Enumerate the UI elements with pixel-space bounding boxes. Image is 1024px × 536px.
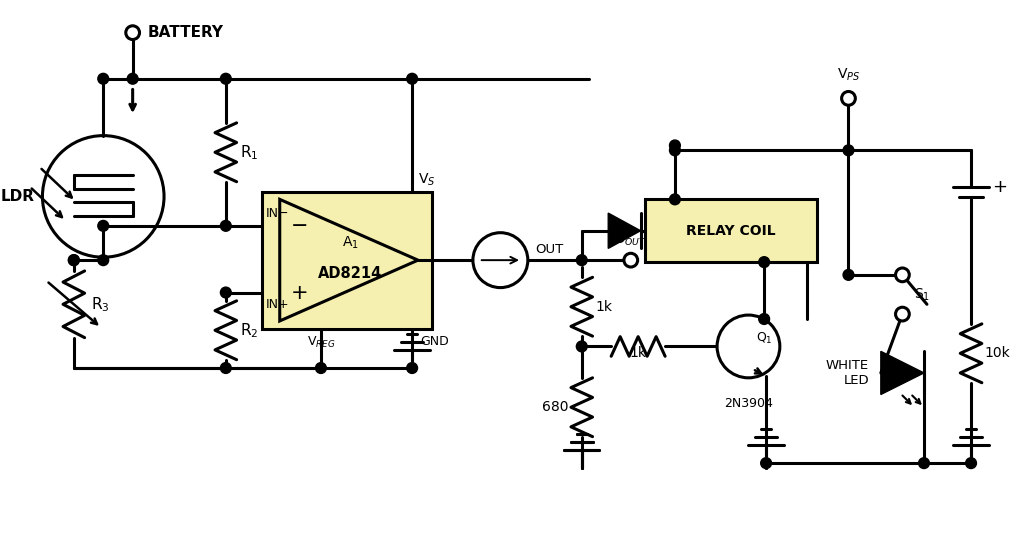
Circle shape bbox=[407, 363, 418, 374]
Circle shape bbox=[220, 73, 231, 84]
Circle shape bbox=[624, 254, 638, 267]
Circle shape bbox=[577, 341, 587, 352]
Text: V$_{REG}$: V$_{REG}$ bbox=[306, 334, 335, 350]
Circle shape bbox=[843, 145, 854, 156]
Text: V$_S$: V$_S$ bbox=[418, 171, 435, 188]
Circle shape bbox=[98, 255, 109, 265]
Circle shape bbox=[577, 255, 587, 265]
Text: S$_1$: S$_1$ bbox=[914, 286, 931, 303]
Text: R$_3$: R$_3$ bbox=[91, 295, 111, 314]
Text: GND: GND bbox=[420, 334, 449, 348]
Circle shape bbox=[761, 458, 771, 468]
Text: V$_{PS}$: V$_{PS}$ bbox=[837, 66, 860, 83]
Circle shape bbox=[896, 268, 909, 282]
Circle shape bbox=[407, 73, 418, 84]
Circle shape bbox=[896, 307, 909, 321]
Text: BATTERY: BATTERY bbox=[147, 25, 223, 40]
Circle shape bbox=[69, 255, 79, 265]
Circle shape bbox=[315, 363, 327, 374]
Text: Q$_1$: Q$_1$ bbox=[757, 331, 773, 346]
Text: RELAY COIL: RELAY COIL bbox=[686, 224, 776, 238]
Circle shape bbox=[759, 314, 770, 324]
Polygon shape bbox=[608, 213, 641, 248]
Text: IN−: IN− bbox=[266, 207, 290, 220]
Circle shape bbox=[670, 194, 680, 205]
Circle shape bbox=[127, 73, 138, 84]
Text: IN+: IN+ bbox=[266, 299, 290, 311]
Circle shape bbox=[670, 145, 680, 156]
Circle shape bbox=[717, 315, 780, 378]
FancyBboxPatch shape bbox=[645, 199, 817, 262]
Circle shape bbox=[842, 92, 855, 105]
Circle shape bbox=[98, 220, 109, 231]
Circle shape bbox=[220, 220, 231, 231]
Circle shape bbox=[843, 270, 854, 280]
Polygon shape bbox=[881, 352, 924, 394]
Circle shape bbox=[42, 136, 164, 257]
Text: AD8214: AD8214 bbox=[318, 266, 383, 281]
Text: −: − bbox=[291, 216, 308, 236]
Text: 2N3904: 2N3904 bbox=[724, 397, 773, 411]
FancyBboxPatch shape bbox=[262, 191, 432, 329]
Text: LDR: LDR bbox=[1, 189, 35, 204]
Text: +: + bbox=[291, 282, 308, 302]
Text: R$_2$: R$_2$ bbox=[240, 321, 258, 340]
Text: 1k: 1k bbox=[596, 300, 612, 314]
Circle shape bbox=[759, 257, 770, 267]
Text: +: + bbox=[992, 178, 1008, 196]
Circle shape bbox=[919, 458, 930, 468]
Circle shape bbox=[473, 233, 527, 288]
Text: 1k: 1k bbox=[630, 346, 646, 360]
Polygon shape bbox=[280, 199, 418, 321]
Circle shape bbox=[69, 255, 79, 265]
Text: OUT: OUT bbox=[536, 243, 564, 256]
Text: A$_1$: A$_1$ bbox=[342, 234, 358, 251]
Text: WHITE
LED: WHITE LED bbox=[826, 359, 869, 387]
Circle shape bbox=[126, 26, 139, 40]
Text: 10k: 10k bbox=[985, 346, 1011, 360]
Text: 680: 680 bbox=[542, 400, 568, 414]
Circle shape bbox=[670, 140, 680, 151]
Circle shape bbox=[966, 458, 977, 468]
Text: D$_{OUT}$: D$_{OUT}$ bbox=[614, 233, 647, 248]
Text: R$_1$: R$_1$ bbox=[240, 143, 258, 162]
Circle shape bbox=[98, 73, 109, 84]
Circle shape bbox=[220, 363, 231, 374]
Circle shape bbox=[220, 287, 231, 298]
